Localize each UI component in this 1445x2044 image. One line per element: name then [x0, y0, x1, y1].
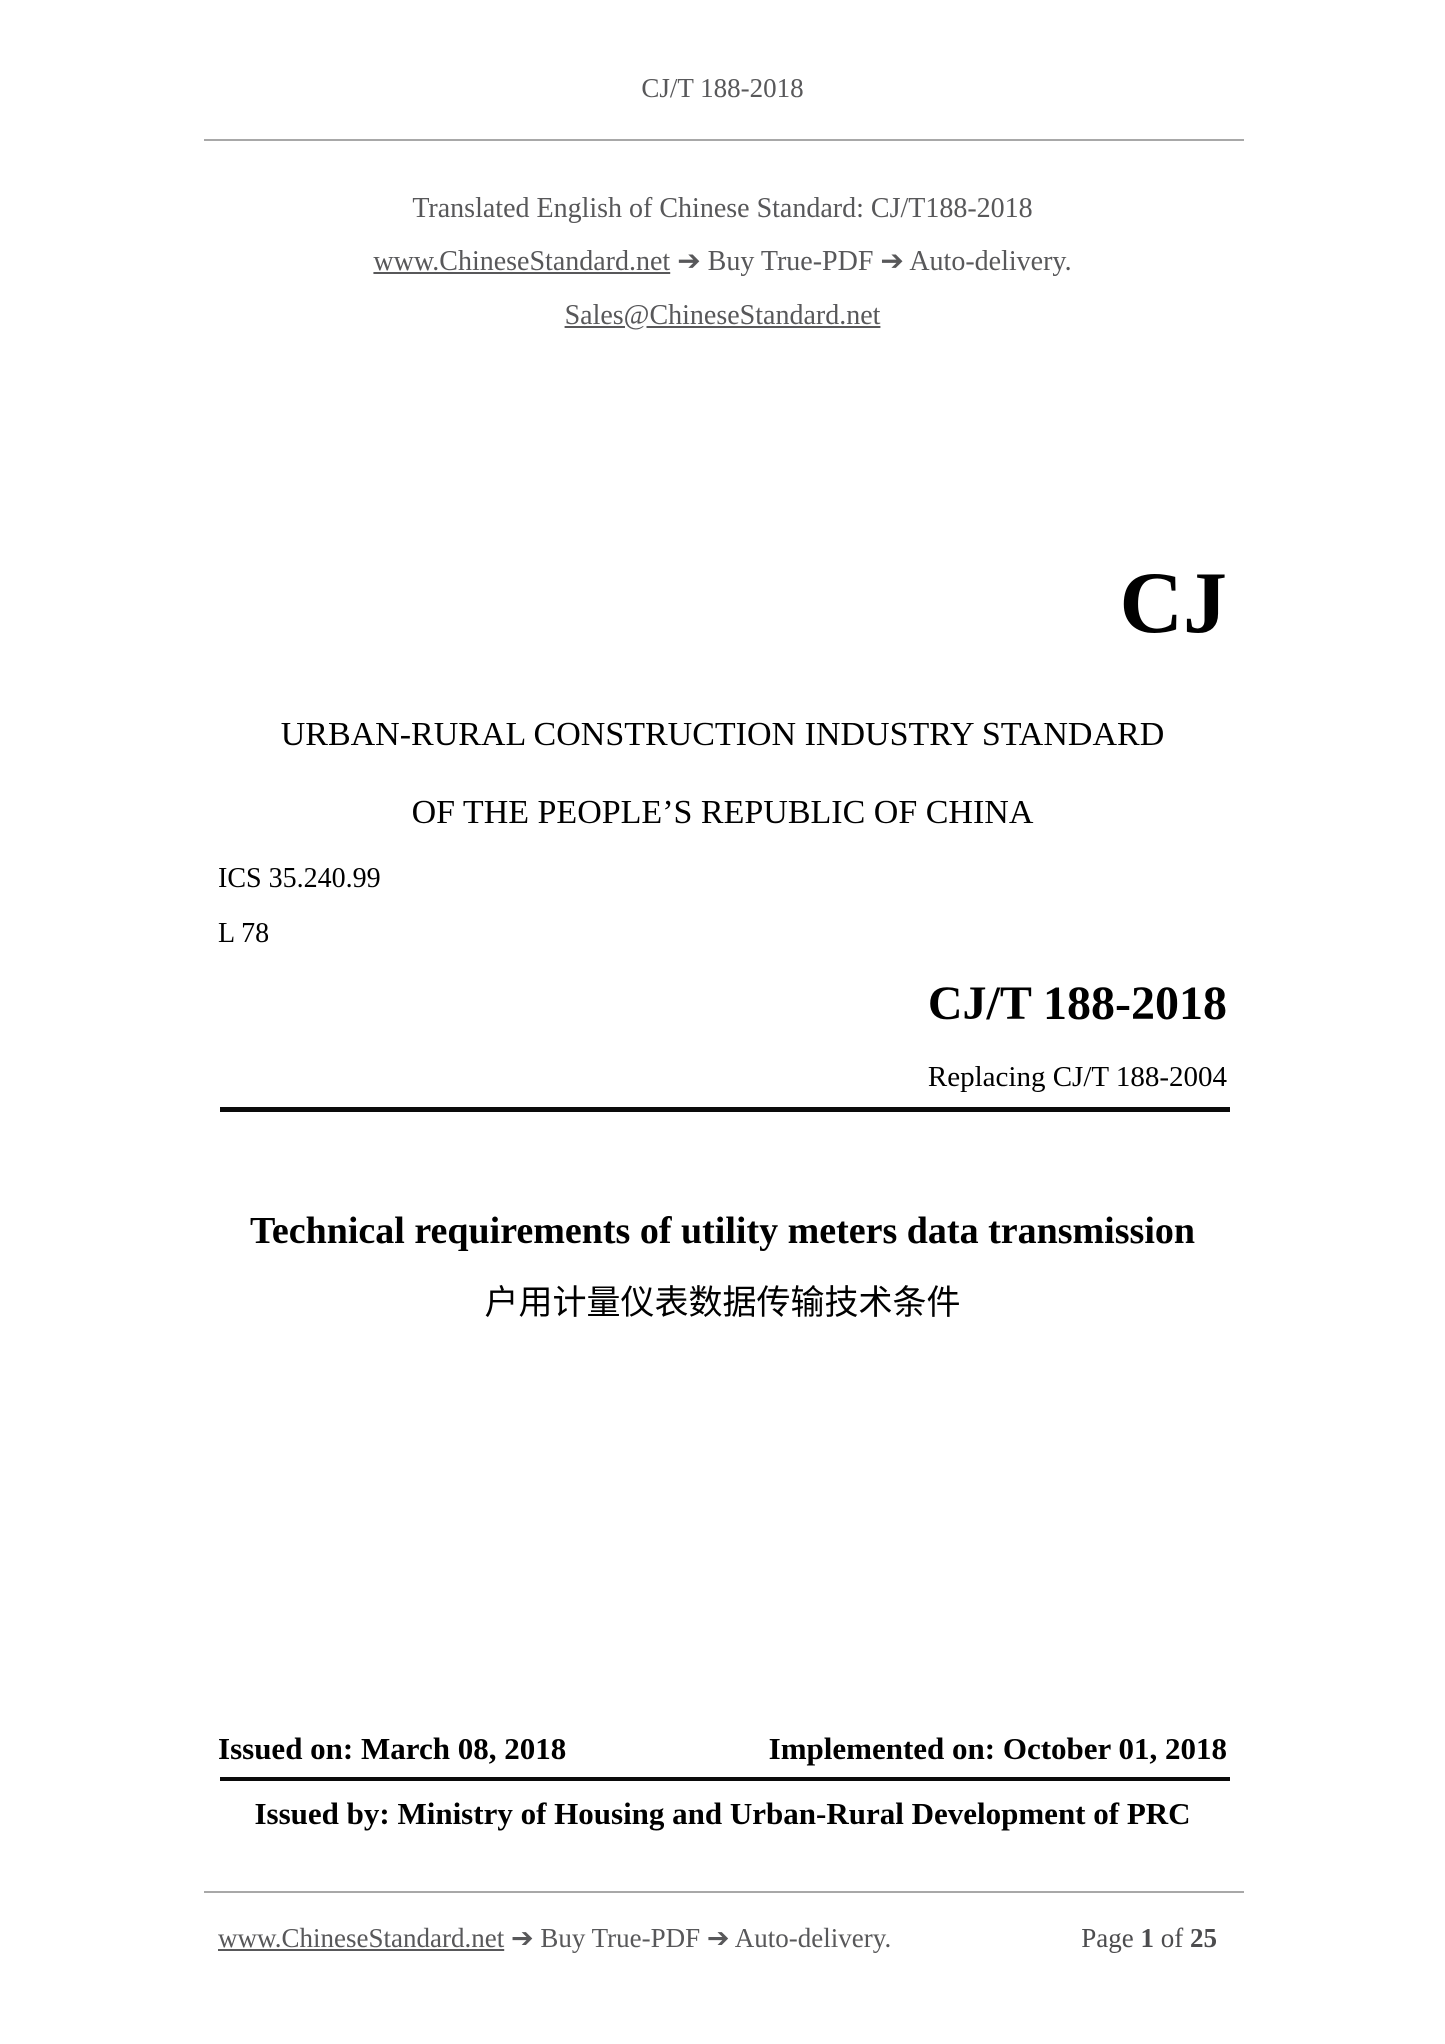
ics-code-text: ICS 35.240.99 [218, 863, 381, 894]
email-line: Sales@ChineseStandard.net [0, 300, 1445, 332]
document-title-english: Technical requirements of utility meters… [249, 1210, 1196, 1252]
page-total-text: 25 [1190, 1923, 1217, 1953]
header-divider [204, 139, 1244, 141]
standard-number-text: CJ/T 188-2018 [927, 977, 1227, 1030]
footer-purchase-line: www.ChineseStandard.net ➔ Buy True-PDF ➔… [218, 1923, 891, 1954]
standard-logo-text: CJ [1119, 555, 1227, 652]
page-indicator: Page 1 of 25 [1081, 1923, 1217, 1954]
translation-note: Translated English of Chinese Standard: … [412, 193, 1033, 224]
classification-code-text: L 78 [218, 918, 270, 949]
footer-divider [204, 1891, 1244, 1893]
issuance-rule [220, 1777, 1230, 1781]
page-word-text: Page [1081, 1923, 1134, 1953]
standard-org-line2: OF THE PEOPLE’S REPUBLIC OF CHINA [411, 794, 1034, 831]
issued-by-text: Issued by: Ministry of Housing and Urban… [254, 1796, 1191, 1831]
purchase-info-line: www.ChineseStandard.net ➔ Buy True-PDF ➔… [0, 246, 1445, 278]
footer-website-link[interactable]: www.ChineseStandard.net [218, 1923, 505, 1953]
implemented-on-text: Implemented on: October 01, 2018 [768, 1731, 1227, 1766]
purchase-chain-text: ➔ Buy True-PDF ➔ Auto-delivery. [670, 246, 1072, 277]
footer-purchase-chain-text: ➔ Buy True-PDF ➔ Auto-delivery. [504, 1923, 892, 1953]
website-link[interactable]: www.ChineseStandard.net [373, 246, 671, 277]
document-title-chinese: 户用计量仪表数据传输技术条件 [484, 1285, 961, 1322]
title-block-rule [220, 1107, 1230, 1112]
of-word-text: of [1160, 1923, 1184, 1953]
replacing-note-text: Replacing CJ/T 188-2004 [927, 1061, 1227, 1093]
running-header-code: CJ/T 188-2018 [641, 73, 804, 103]
page-number-text: 1 [1140, 1923, 1155, 1953]
email-link[interactable]: Sales@ChineseStandard.net [564, 300, 881, 331]
issued-on-text: Issued on: March 08, 2018 [218, 1731, 567, 1766]
standard-org-line1: URBAN-RURAL CONSTRUCTION INDUSTRY STANDA… [280, 716, 1165, 753]
